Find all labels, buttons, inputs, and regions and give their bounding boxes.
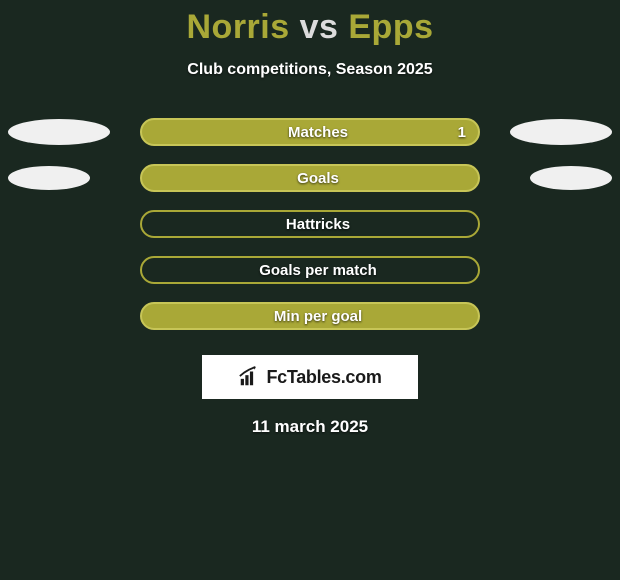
stat-row: Goals <box>0 155 620 201</box>
page-title: Norris vs Epps <box>0 8 620 47</box>
stat-value-right: 1 <box>458 124 466 141</box>
right-value-ellipse <box>510 119 612 145</box>
brand-badge[interactable]: FcTables.com <box>202 355 418 399</box>
left-value-ellipse <box>8 166 90 190</box>
stat-bar: Matches 1 <box>140 118 480 146</box>
date-label: 11 march 2025 <box>0 417 620 437</box>
player2-name: Epps <box>348 8 433 46</box>
stat-bar: Goals <box>140 164 480 192</box>
stat-label: Goals <box>281 170 339 187</box>
left-value-ellipse <box>8 119 110 145</box>
stat-label: Matches <box>272 124 348 141</box>
stat-row: Min per goal <box>0 293 620 339</box>
subtitle: Club competitions, Season 2025 <box>0 61 620 79</box>
brand-text: FcTables.com <box>266 367 381 388</box>
stat-label: Hattricks <box>270 216 350 233</box>
stat-bar: Hattricks <box>140 210 480 238</box>
chart-bar-icon <box>238 366 260 388</box>
infographic-container: Norris vs Epps Club competitions, Season… <box>0 0 620 437</box>
right-value-ellipse <box>530 166 612 190</box>
stat-label: Min per goal <box>258 308 362 325</box>
stat-bar: Min per goal <box>140 302 480 330</box>
player1-name: Norris <box>187 8 290 46</box>
stat-rows: Matches 1 Goals Hattricks Goals per match Min… <box>0 109 620 339</box>
stat-row: Hattricks <box>0 201 620 247</box>
stat-row: Matches 1 <box>0 109 620 155</box>
stat-row: Goals per match <box>0 247 620 293</box>
stat-bar: Goals per match <box>140 256 480 284</box>
vs-label: vs <box>300 8 339 46</box>
stat-label: Goals per match <box>243 262 377 279</box>
